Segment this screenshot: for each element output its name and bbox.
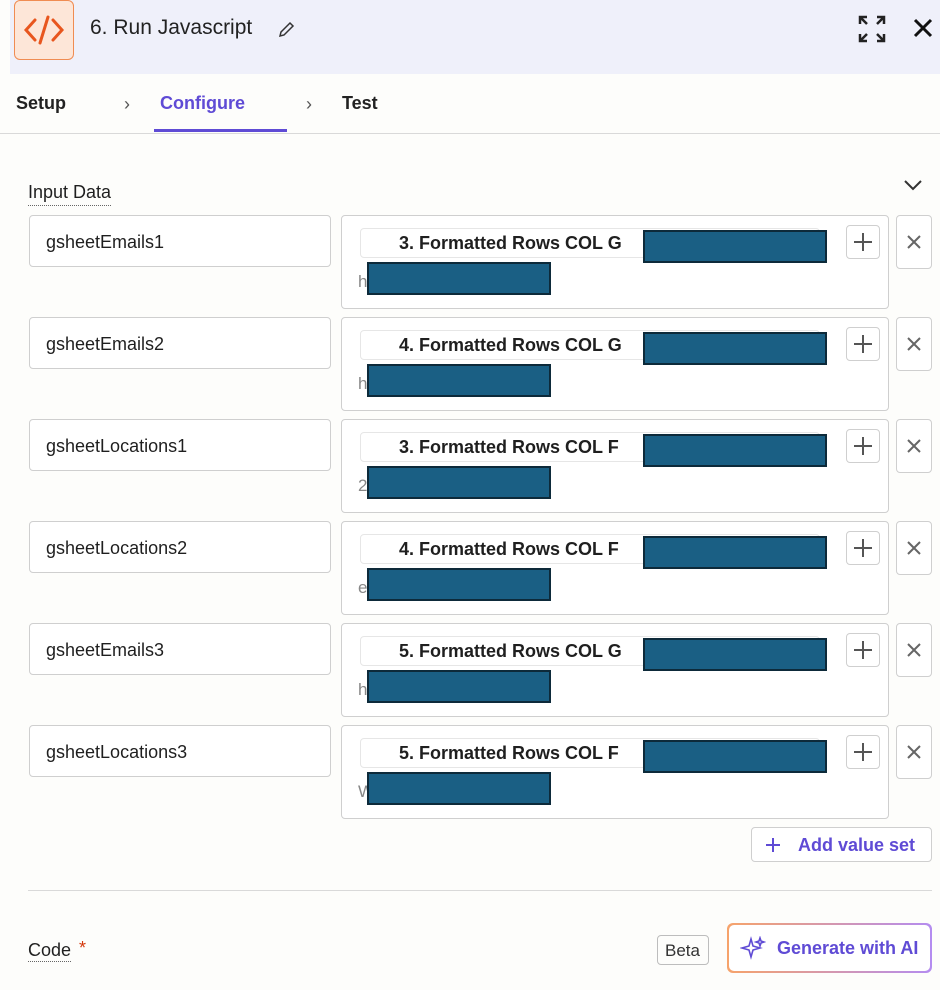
- code-label: Code: [28, 940, 72, 962]
- remove-button[interactable]: [896, 623, 932, 677]
- add-value-set-button[interactable]: Add value set: [751, 827, 932, 862]
- key-field[interactable]: gsheetEmails3: [29, 623, 331, 675]
- redaction: [367, 772, 551, 805]
- insert-button[interactable]: [846, 633, 880, 667]
- redaction: [367, 466, 551, 499]
- plus-icon: [854, 539, 872, 557]
- key-field[interactable]: gsheetEmails2: [29, 317, 331, 369]
- value-text: 2: [358, 476, 368, 495]
- x-icon: [907, 337, 921, 351]
- redaction: [367, 262, 551, 295]
- remove-button[interactable]: [896, 521, 932, 575]
- button-label: Add value set: [798, 835, 916, 855]
- insert-button[interactable]: [846, 225, 880, 259]
- tab[interactable]: Setup: [16, 93, 67, 113]
- redaction: [643, 434, 827, 467]
- redaction: [367, 670, 551, 703]
- sparkle-icon: [740, 936, 766, 960]
- redaction: [643, 740, 827, 773]
- collapse-icon[interactable]: [903, 178, 923, 192]
- header: [10, 0, 940, 74]
- x-icon: [907, 439, 921, 453]
- divider: [0, 133, 940, 134]
- remove-button[interactable]: [896, 215, 932, 269]
- code-icon: [23, 15, 65, 45]
- plus-icon: [854, 743, 872, 761]
- app-icon: [14, 0, 74, 60]
- close-icon[interactable]: [912, 17, 934, 39]
- remove-button[interactable]: [896, 419, 932, 473]
- tab[interactable]: Test: [342, 93, 378, 113]
- remove-button[interactable]: [896, 317, 932, 371]
- plus-icon: [854, 233, 872, 251]
- plus-icon: [766, 838, 780, 852]
- redaction: [643, 638, 827, 671]
- plus-icon: [854, 335, 872, 353]
- required-mark: *: [79, 938, 87, 958]
- divider: [28, 890, 932, 891]
- tab-underline: [154, 129, 287, 132]
- beta-badge: Beta: [657, 935, 709, 965]
- redaction: [367, 364, 551, 397]
- step-title: 6. Run Javascript: [90, 16, 253, 39]
- expand-icon[interactable]: [858, 15, 886, 43]
- insert-button[interactable]: [846, 735, 880, 769]
- key-field[interactable]: gsheetLocations3: [29, 725, 331, 777]
- value-text: h: [358, 272, 368, 291]
- chevron: ›: [306, 94, 312, 114]
- value-text: e: [358, 578, 368, 597]
- chevron: ›: [124, 94, 130, 114]
- value-field[interactable]: 5. Formatted Rows COL FW: [341, 725, 889, 819]
- tab[interactable]: Configure: [160, 93, 245, 113]
- plus-icon: [854, 437, 872, 455]
- x-icon: [907, 541, 921, 555]
- key-field[interactable]: gsheetLocations1: [29, 419, 331, 471]
- insert-button[interactable]: [846, 531, 880, 565]
- redaction: [643, 230, 827, 263]
- value-text: h: [358, 374, 368, 393]
- section-title: Input Data: [28, 182, 112, 206]
- value-text: h: [358, 680, 368, 699]
- redaction: [643, 536, 827, 569]
- redaction: [643, 332, 827, 365]
- plus-icon: [854, 641, 872, 659]
- x-icon: [907, 643, 921, 657]
- remove-button[interactable]: [896, 725, 932, 779]
- insert-button[interactable]: [846, 327, 880, 361]
- key-field[interactable]: gsheetLocations2: [29, 521, 331, 573]
- redaction: [367, 568, 551, 601]
- edit-icon[interactable]: [276, 20, 296, 40]
- key-field[interactable]: gsheetEmails1: [29, 215, 331, 267]
- insert-button[interactable]: [846, 429, 880, 463]
- x-icon: [907, 235, 921, 249]
- x-icon: [907, 745, 921, 759]
